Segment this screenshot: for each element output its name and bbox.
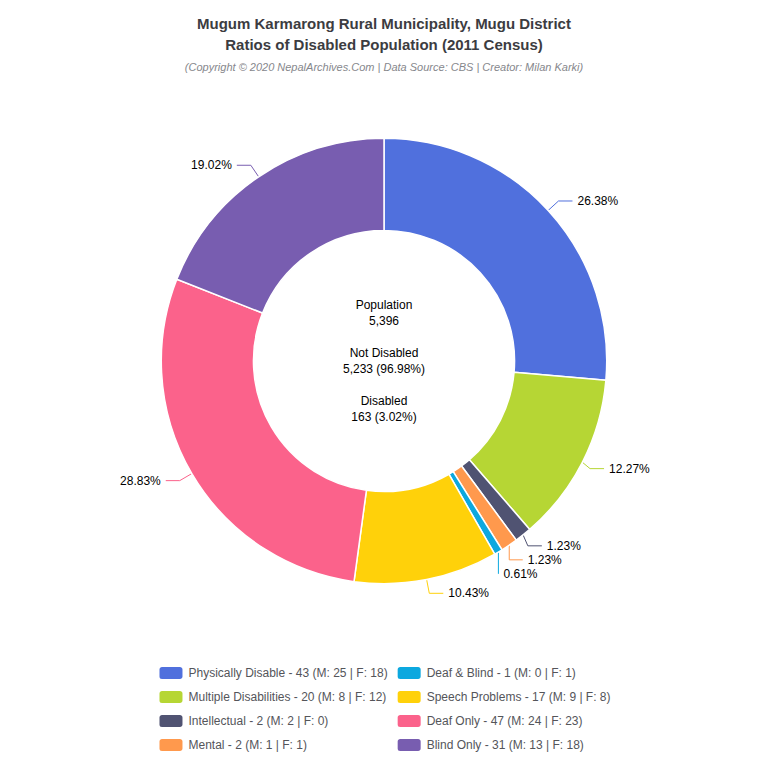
svg-text:Multiple Disabilities - 20 (M:: Multiple Disabilities - 20 (M: 8 | F: 12… bbox=[188, 690, 386, 704]
svg-text:1.23%: 1.23% bbox=[547, 539, 581, 553]
svg-text:5,396: 5,396 bbox=[369, 314, 399, 328]
svg-text:Blind Only - 31 (M: 13 | F: 18: Blind Only - 31 (M: 13 | F: 18) bbox=[427, 738, 584, 752]
svg-text:12.27%: 12.27% bbox=[609, 462, 650, 476]
svg-text:Mental - 2 (M: 1 | F: 1): Mental - 2 (M: 1 | F: 1) bbox=[188, 738, 306, 752]
svg-text:Intellectual - 2 (M: 2 | F: 0): Intellectual - 2 (M: 2 | F: 0) bbox=[188, 714, 328, 728]
svg-text:Population: Population bbox=[356, 298, 413, 312]
svg-text:Disabled: Disabled bbox=[361, 394, 408, 408]
svg-text:1.23%: 1.23% bbox=[528, 553, 562, 567]
svg-text:Mugum Karmarong Rural Municipa: Mugum Karmarong Rural Municipality, Mugu… bbox=[197, 15, 571, 32]
svg-text:(Copyright © 2020 NepalArchive: (Copyright © 2020 NepalArchives.Com | Da… bbox=[185, 61, 584, 73]
svg-text:28.83%: 28.83% bbox=[120, 474, 161, 488]
svg-text:Ratios of Disabled Population: Ratios of Disabled Population (2011 Cens… bbox=[225, 36, 543, 53]
svg-text:Physically Disable - 43 (M: 25: Physically Disable - 43 (M: 25 | F: 18) bbox=[188, 666, 387, 680]
svg-text:10.43%: 10.43% bbox=[448, 586, 489, 600]
svg-text:5,233 (96.98%): 5,233 (96.98%) bbox=[343, 362, 425, 376]
svg-text:26.38%: 26.38% bbox=[577, 194, 618, 208]
svg-text:Deaf Only - 47 (M: 24 | F: 23): Deaf Only - 47 (M: 24 | F: 23) bbox=[427, 714, 583, 728]
svg-text:19.02%: 19.02% bbox=[191, 158, 232, 172]
svg-text:Not Disabled: Not Disabled bbox=[350, 346, 419, 360]
svg-text:163 (3.02%): 163 (3.02%) bbox=[351, 410, 416, 424]
svg-text:0.61%: 0.61% bbox=[503, 567, 537, 581]
svg-text:Speech Problems - 17 (M: 9 | F: Speech Problems - 17 (M: 9 | F: 8) bbox=[427, 690, 611, 704]
svg-text:Deaf & Blind - 1 (M: 0 | F: 1): Deaf & Blind - 1 (M: 0 | F: 1) bbox=[427, 666, 576, 680]
